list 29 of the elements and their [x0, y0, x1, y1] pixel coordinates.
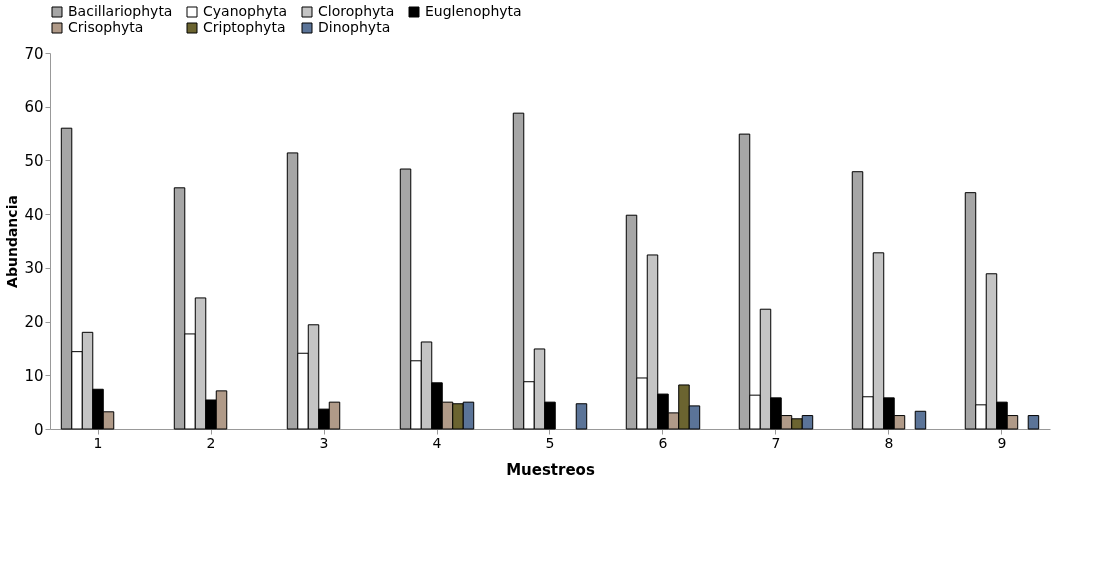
bar	[914, 410, 927, 430]
legend-label: Bacillariophyta	[68, 3, 173, 19]
y-tick-label: 10	[24, 366, 44, 385]
y-axis-title: Abundancia	[4, 195, 21, 288]
y-tick-label: 70	[24, 44, 44, 63]
x-tick-label: 6	[658, 434, 668, 451]
x-tick-label: 7	[771, 434, 781, 451]
legend-label: Clorophyta	[318, 3, 395, 19]
legend-label: Euglenophyta	[425, 3, 522, 19]
y-tick-label: 30	[24, 259, 44, 278]
legend-label: Dinophyta	[318, 19, 391, 35]
x-tick-label: 1	[93, 434, 103, 451]
y-tick-label: 20	[24, 313, 44, 332]
legend-label: Crisophyta	[68, 19, 144, 35]
bar	[575, 403, 588, 430]
y-tick-label: 50	[24, 151, 44, 170]
bar	[1027, 415, 1040, 430]
x-tick-label: 2	[206, 434, 216, 451]
x-axis-title: Muestreos	[506, 460, 595, 479]
x-tick-label: 9	[997, 434, 1007, 451]
legend-label: Cyanophyta	[203, 3, 288, 19]
legend-label: Criptophyta	[203, 19, 286, 35]
y-tick-label: 40	[24, 205, 44, 224]
x-tick-label: 5	[545, 434, 555, 451]
x-tick-label: 8	[884, 434, 894, 451]
x-tick-label: 4	[432, 434, 442, 451]
y-tick-label: 60	[24, 98, 44, 117]
y-tick-label: 0	[33, 420, 44, 439]
x-tick-label: 3	[319, 434, 329, 451]
